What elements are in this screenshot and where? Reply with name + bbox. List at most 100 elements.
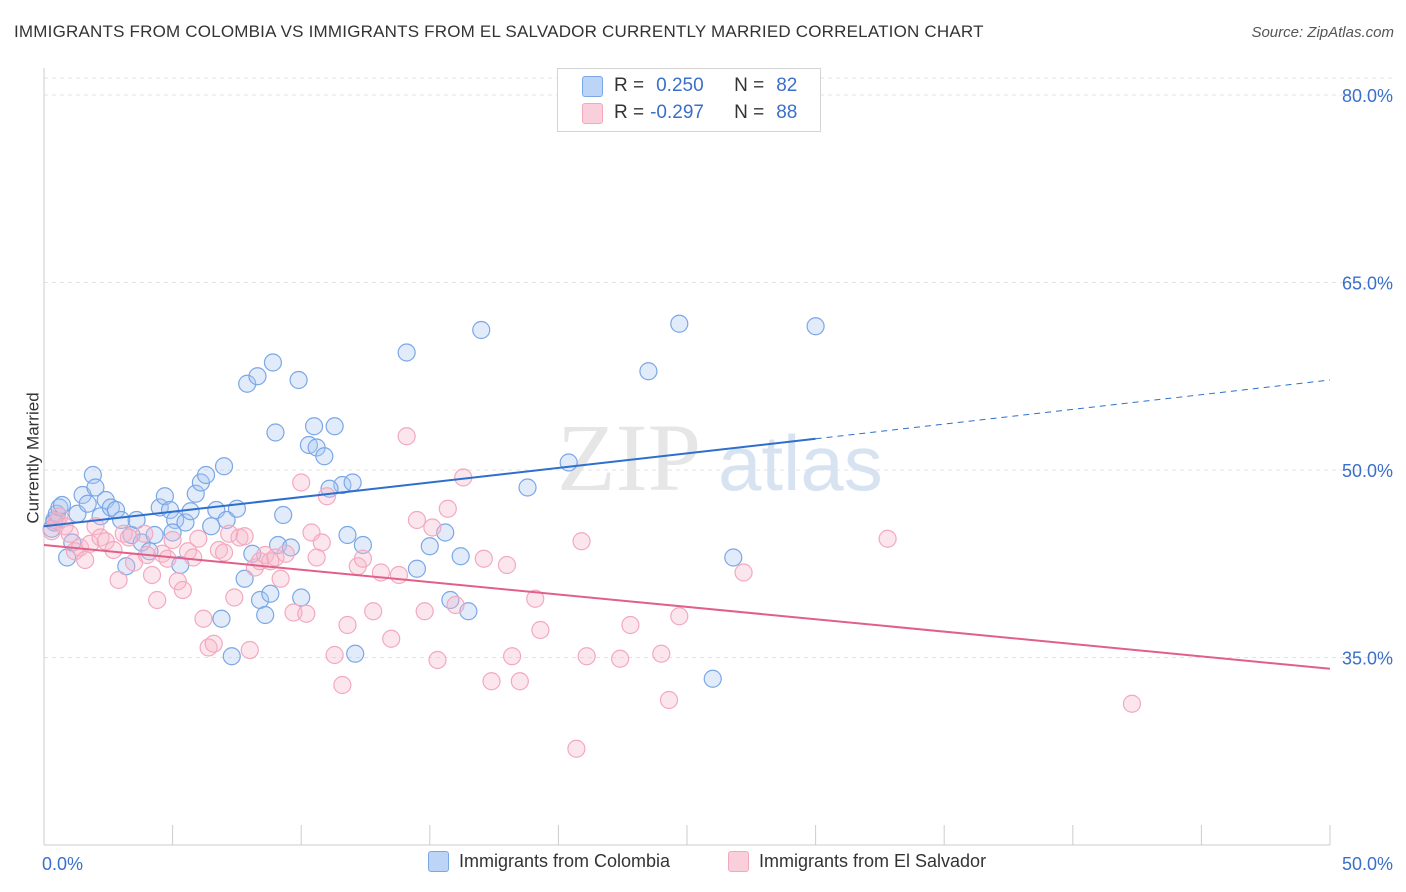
point-el-salvador [474, 549, 493, 568]
point-el-salvador [271, 569, 290, 588]
point-el-salvador [482, 672, 501, 691]
point-el-salvador [184, 548, 203, 567]
point-colombia [441, 590, 460, 610]
point-colombia [256, 605, 275, 625]
point-colombia [559, 453, 578, 472]
legend-swatch-el-salvador [582, 102, 603, 124]
point-el-salvador [572, 532, 591, 551]
point-el-salvador [292, 473, 311, 492]
point-el-salvador [415, 602, 434, 621]
point-colombia [78, 494, 97, 513]
point-el-salvador [510, 672, 529, 691]
point-colombia [315, 447, 334, 466]
watermark-zip: ZIP [557, 404, 701, 511]
legend-label-colombia: Immigrants from Colombia [459, 851, 671, 871]
trend-line-el-salvador [43, 544, 1331, 670]
point-el-salvador [338, 615, 357, 635]
point-el-salvador [446, 595, 465, 615]
point-el-salvador [284, 603, 303, 622]
point-el-salvador [497, 555, 517, 575]
point-el-salvador [734, 563, 753, 582]
legend-item-colombia: Immigrants from Colombia [428, 851, 670, 872]
point-el-salvador [364, 602, 383, 621]
point-el-salvador [240, 640, 259, 660]
point-el-salvador [135, 524, 154, 543]
point-colombia [217, 510, 236, 530]
r-label: R = [614, 102, 645, 123]
point-el-salvador [333, 675, 352, 695]
point-el-salvador [225, 588, 244, 607]
point-colombia [238, 374, 257, 393]
point-colombia [353, 535, 373, 555]
point-el-salvador [659, 690, 679, 710]
x-tick-label: 50.0% [1342, 854, 1393, 874]
point-el-salvador [670, 607, 689, 626]
axes [43, 68, 1331, 846]
point-el-salvador [577, 647, 596, 666]
point-el-salvador [611, 649, 630, 668]
point-colombia [266, 423, 285, 442]
point-colombia [202, 517, 221, 536]
point-colombia [325, 417, 344, 436]
point-el-salvador [526, 589, 545, 608]
point-el-salvador [382, 629, 401, 648]
point-el-salvador [276, 544, 295, 563]
n-value: 88 [776, 102, 798, 123]
point-colombia [472, 320, 491, 340]
point-colombia [289, 370, 308, 390]
point-colombia [346, 644, 365, 663]
point-el-salvador [353, 549, 373, 568]
n-value: 82 [776, 75, 798, 96]
point-colombia [163, 523, 182, 542]
point-el-salvador [104, 540, 123, 560]
point-el-salvador [325, 645, 344, 665]
point-el-salvador [312, 533, 331, 552]
point-el-salvador [194, 609, 213, 628]
point-el-salvador [1122, 694, 1142, 713]
point-colombia [639, 362, 658, 381]
n-label: N = [734, 75, 765, 96]
trend-lines [43, 379, 1331, 670]
y-tick-label: 65.0% [1342, 274, 1393, 294]
stats-row-colombia: R = 0.250 N = 82 [582, 74, 798, 98]
point-el-salvador [317, 487, 337, 506]
stats-legend: R = 0.250 N = 82 R = -0.297 N = 88 [557, 68, 821, 132]
point-el-salvador [189, 529, 208, 548]
legend-swatch-colombia [582, 75, 603, 97]
point-colombia [243, 544, 262, 563]
r-value: -0.297 [650, 102, 704, 123]
trend-line-colombia-extension [815, 379, 1331, 440]
legend-item-el-salvador: Immigrants from El Salvador [728, 851, 986, 872]
point-el-salvador [621, 615, 640, 635]
point-el-salvador [60, 524, 79, 543]
point-colombia [343, 473, 362, 492]
point-el-salvador [652, 644, 671, 663]
r-value: 0.250 [656, 75, 704, 96]
point-colombia [222, 647, 241, 666]
point-el-salvador [204, 634, 223, 653]
point-colombia [806, 317, 825, 336]
point-el-salvador [503, 647, 522, 666]
watermark-atlas: atlas [718, 419, 883, 507]
point-colombia [248, 367, 267, 386]
y-tick-label: 50.0% [1342, 461, 1393, 481]
point-colombia [235, 569, 254, 588]
point-el-salvador [168, 572, 187, 591]
legend-swatch-el-salvador [728, 851, 749, 872]
point-colombia [703, 669, 722, 688]
point-colombia [670, 314, 689, 333]
y-tick-label: 80.0% [1342, 86, 1393, 106]
point-el-salvador [119, 528, 138, 547]
point-el-salvador [220, 524, 239, 543]
point-colombia [304, 417, 324, 436]
watermark: ZIP atlas [557, 404, 883, 511]
point-colombia [518, 478, 537, 497]
point-el-salvador [173, 580, 192, 600]
point-colombia [263, 353, 283, 372]
point-el-salvador [567, 739, 586, 758]
point-el-salvador [407, 510, 427, 530]
point-el-salvador [389, 565, 409, 585]
point-el-salvador [531, 620, 550, 640]
point-el-salvador [428, 650, 447, 670]
r-label: R = [614, 75, 645, 96]
